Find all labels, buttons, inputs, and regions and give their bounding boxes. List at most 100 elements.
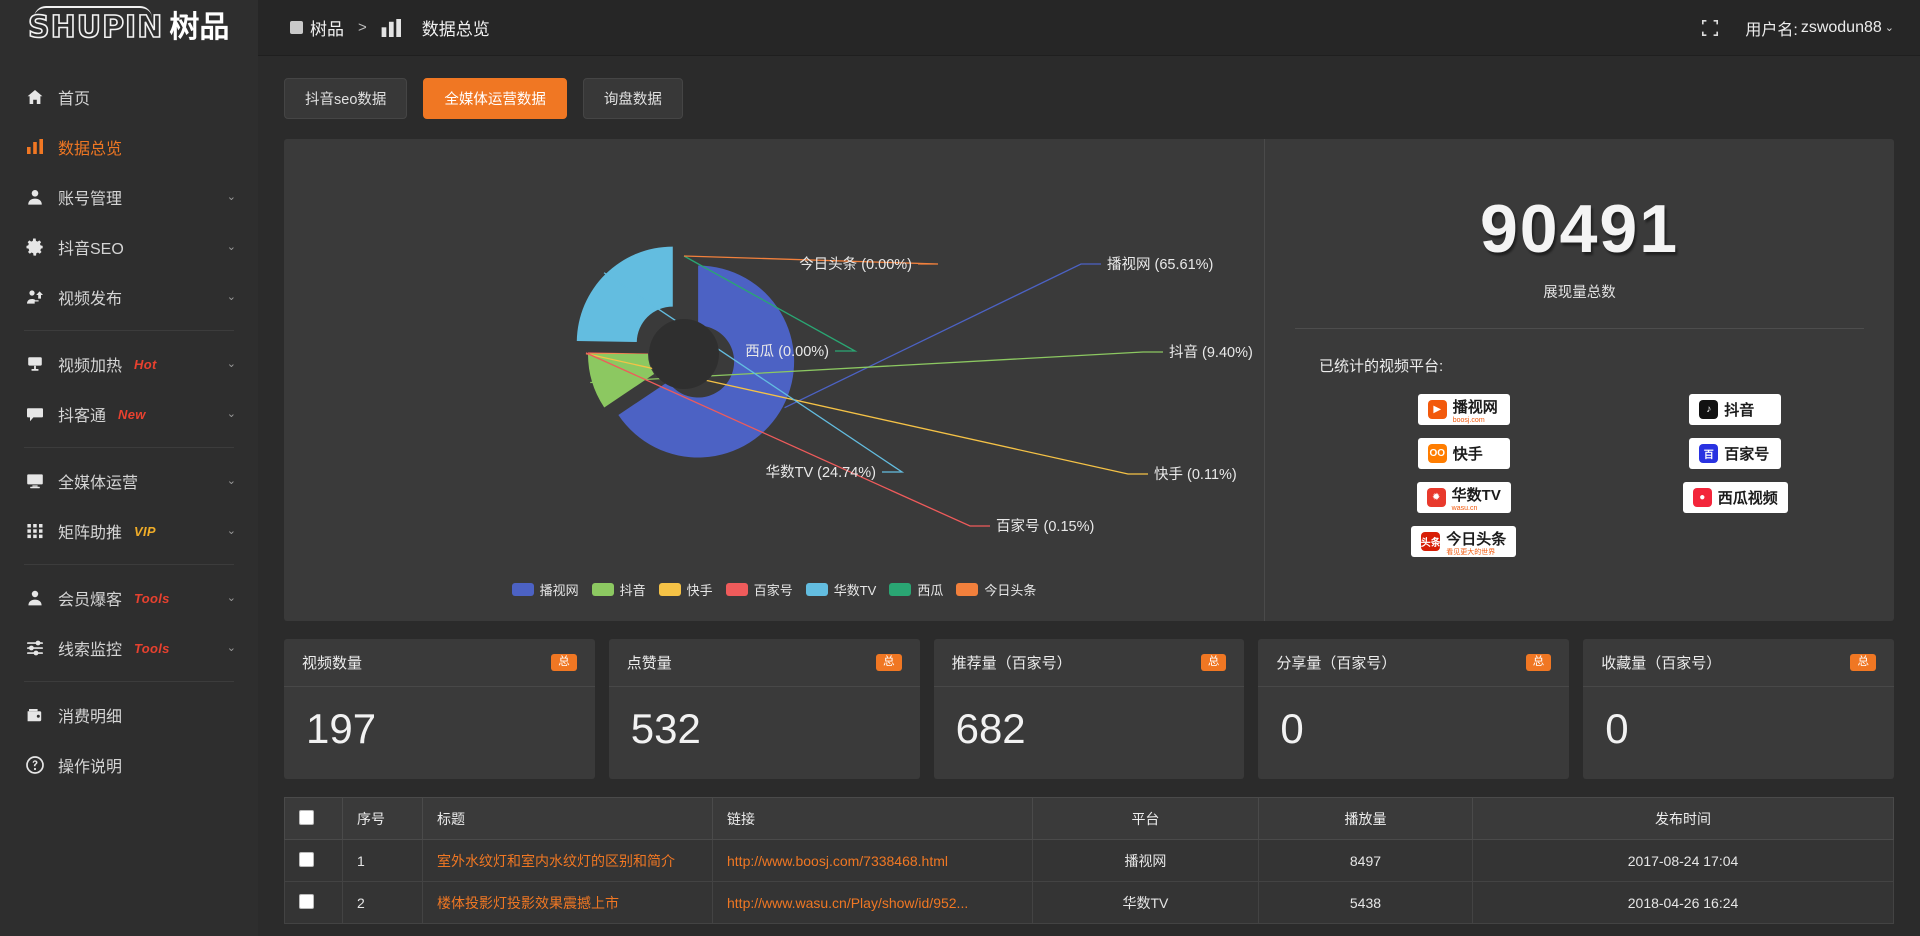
pie-label-3: 百家号 (0.15%)	[996, 518, 1094, 535]
legend-swatch	[889, 583, 912, 596]
wallet-icon	[24, 706, 46, 724]
platform-chip-right-2[interactable]: ● 西瓜视频	[1682, 482, 1788, 513]
sidebar-item-2[interactable]: 账号管理 ⌄	[0, 172, 258, 222]
stat-card-header: 推荐量（百家号） 总	[933, 639, 1245, 687]
status-badge: 总	[1850, 653, 1876, 672]
stat-cards: 视频数量 总 197 点赞量 总 532 推荐量（百家号） 总 682 分享量（…	[284, 639, 1894, 779]
table-row[interactable]: 2 楼体投影灯投影效果震撼上市 http://www.wasu.cn/Play/sh…	[284, 881, 1894, 924]
sidebar-item-6[interactable]: 抖客通 New ⌄	[0, 389, 258, 439]
sidebar-item-label: 会员爆客	[58, 592, 123, 609]
chevron-down-icon[interactable]: ⌄	[226, 357, 236, 370]
platform-chip-left-0[interactable]: ▶ 播视网 boosj.com	[1417, 394, 1510, 425]
stat-card-1: 点赞量 总 532	[608, 639, 920, 779]
sidebar-item-0[interactable]: 首页	[0, 72, 258, 122]
topbar: 树品 > 数据总览	[258, 0, 1920, 56]
sidebar-item-7[interactable]: 全媒体运营 ⌄	[0, 456, 258, 506]
platform-chip-name: 西瓜视频	[1717, 490, 1778, 507]
tab-1[interactable]: 全媒体运营数据	[423, 78, 567, 119]
platform-column-right: ♪ 抖音百百家号 ● 西瓜视频	[1615, 394, 1857, 513]
legend-item-5[interactable]: 西瓜	[889, 580, 943, 599]
legend-swatch	[658, 583, 681, 596]
sidebar-item-5[interactable]: 视频加热 Hot ⌄	[0, 339, 258, 389]
chevron-down-icon[interactable]: ⌄	[226, 524, 236, 537]
breadcrumb-current[interactable]: 数据总览	[381, 15, 490, 40]
sidebar-item-1[interactable]: 数据总览	[0, 122, 258, 172]
stat-card-value: 0	[1280, 705, 1304, 752]
platform-chip-left-1[interactable]: OO 快手	[1417, 438, 1510, 469]
user-menu[interactable]: 用户名: zswodun88 ⌄	[1745, 16, 1894, 40]
pie-slice-4[interactable]	[576, 246, 673, 342]
chat-icon	[24, 405, 46, 423]
stat-card-title: 分享量（百家号）	[1276, 655, 1397, 672]
stat-card-4: 收藏量（百家号） 总 0	[1583, 639, 1894, 779]
sidebar-item-4[interactable]: 视频发布 ⌄	[0, 272, 258, 322]
chevron-down-icon: ⌄	[1884, 22, 1894, 34]
fullscreen-icon[interactable]	[1701, 19, 1719, 37]
legend-item-4[interactable]: 华数TV	[805, 580, 876, 599]
sidebar-item-3[interactable]: 抖音SEO ⌄	[0, 222, 258, 272]
home-icon	[24, 88, 46, 106]
table-header-cell-4: 平台	[1032, 797, 1259, 840]
tab-2[interactable]: 询盘数据	[582, 78, 683, 119]
pie-slice-0[interactable]	[618, 265, 795, 458]
row-title-link[interactable]: 楼体投影灯投影效果震撼上市	[437, 894, 619, 911]
breadcrumb-separator: >	[358, 19, 367, 36]
topbar-right: 用户名: zswodun88 ⌄	[1701, 16, 1894, 40]
stat-card-header: 收藏量（百家号） 总	[1583, 639, 1894, 687]
legend-item-3[interactable]: 百家号	[725, 580, 793, 599]
platform-chip-right-1[interactable]: 百百家号	[1689, 438, 1782, 469]
platform-chip-right-0[interactable]: ♪ 抖音	[1689, 394, 1782, 425]
row-url-link[interactable]: http://www.wasu.cn/Play/show/id/952...	[727, 894, 969, 911]
chevron-down-icon[interactable]: ⌄	[226, 641, 236, 654]
legend-item-6[interactable]: 今日头条	[956, 580, 1036, 599]
chevron-down-icon[interactable]: ⌄	[226, 190, 236, 203]
sidebar-item-10[interactable]: 线索监控 Tools ⌄	[0, 623, 258, 673]
legend-label: 播视网	[539, 583, 579, 598]
sidebar-item-8[interactable]: 矩阵助推 VIP ⌄	[0, 506, 258, 556]
platform-chip-left-2[interactable]: ✹ 华数TV wasu.cn	[1416, 482, 1511, 513]
pie-slice-3[interactable]	[588, 352, 649, 354]
row-url-link[interactable]: http://www.boosj.com/7338468.html	[727, 852, 949, 869]
pie-chart[interactable]: 播视网 (65.61%) 抖音 (9.40%) 快手 (0.11%) 百家号 (0.1…	[284, 139, 1264, 621]
chevron-down-icon[interactable]: ⌄	[226, 474, 236, 487]
row-url-cell: http://www.boosj.com/7338468.html	[712, 839, 1033, 882]
platform-chip-text: 百家号	[1724, 443, 1769, 464]
table-header-cell-6: 发布时间	[1472, 797, 1894, 840]
brand-logo[interactable]: SHUPIN 树品	[0, 0, 258, 56]
pie-leader-line-1	[590, 351, 1163, 384]
row-platform: 播视网	[1032, 839, 1259, 882]
select-all-checkbox[interactable]	[299, 809, 314, 825]
chevron-down-icon[interactable]: ⌄	[226, 240, 236, 253]
sidebar-item-11[interactable]: 消费明细	[0, 690, 258, 740]
platform-chip-left-3[interactable]: 头条 今日头条 看见更大的世界	[1411, 526, 1517, 557]
sidebar-item-tag: Tools	[134, 640, 170, 656]
table-header-row: 序号 标题 链接 平台 播放量 发布时间	[284, 797, 1894, 840]
row-checkbox[interactable]	[299, 893, 314, 909]
pie-slice-2[interactable]	[588, 353, 649, 354]
legend-item-1[interactable]: 抖音	[591, 580, 646, 599]
pie-leader-line-6	[683, 255, 939, 265]
chevron-down-icon[interactable]: ⌄	[226, 407, 236, 420]
legend-item-0[interactable]: 播视网	[511, 580, 579, 599]
pie-label-1: 抖音 (9.40%)	[1169, 344, 1253, 361]
tab-bar: 抖音seo数据 全媒体运营数据 询盘数据	[284, 78, 1894, 119]
pie-leader-line-3	[585, 352, 990, 527]
chevron-down-icon[interactable]: ⌄	[226, 290, 236, 303]
sidebar-item-tag: Hot	[134, 356, 157, 372]
row-checkbox[interactable]	[299, 851, 314, 867]
stat-card-value: 197	[306, 705, 377, 752]
chevron-down-icon[interactable]: ⌄	[226, 591, 236, 604]
legend-swatch	[725, 583, 748, 596]
sidebar-item-12[interactable]: 操作说明	[0, 740, 258, 790]
table-row[interactable]: 1 室外水纹灯和室内水纹灯的区别和简介 http://www.boosj.com/7…	[284, 839, 1894, 882]
table-header-cell-2: 标题	[422, 797, 713, 840]
sidebar: SHUPIN 树品 首页 数据总览 账号管理 ⌄ 抖音SEO ⌄ 视频发布 ⌄ 视频加热 Hot ⌄…	[0, 0, 258, 936]
legend-swatch	[511, 583, 534, 596]
tab-0[interactable]: 抖音seo数据	[284, 78, 408, 119]
row-title-link[interactable]: 室外水纹灯和室内水纹灯的区别和简介	[437, 852, 675, 869]
row-index: 1	[342, 839, 423, 882]
sidebar-item-9[interactable]: 会员爆客 Tools ⌄	[0, 573, 258, 623]
breadcrumb-root[interactable]: 树品	[290, 15, 344, 40]
fire-boost-icon	[24, 355, 46, 373]
legend-item-2[interactable]: 快手	[658, 580, 713, 599]
